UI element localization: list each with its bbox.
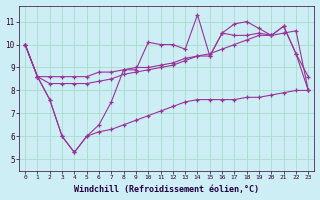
X-axis label: Windchill (Refroidissement éolien,°C): Windchill (Refroidissement éolien,°C) [74,185,259,194]
